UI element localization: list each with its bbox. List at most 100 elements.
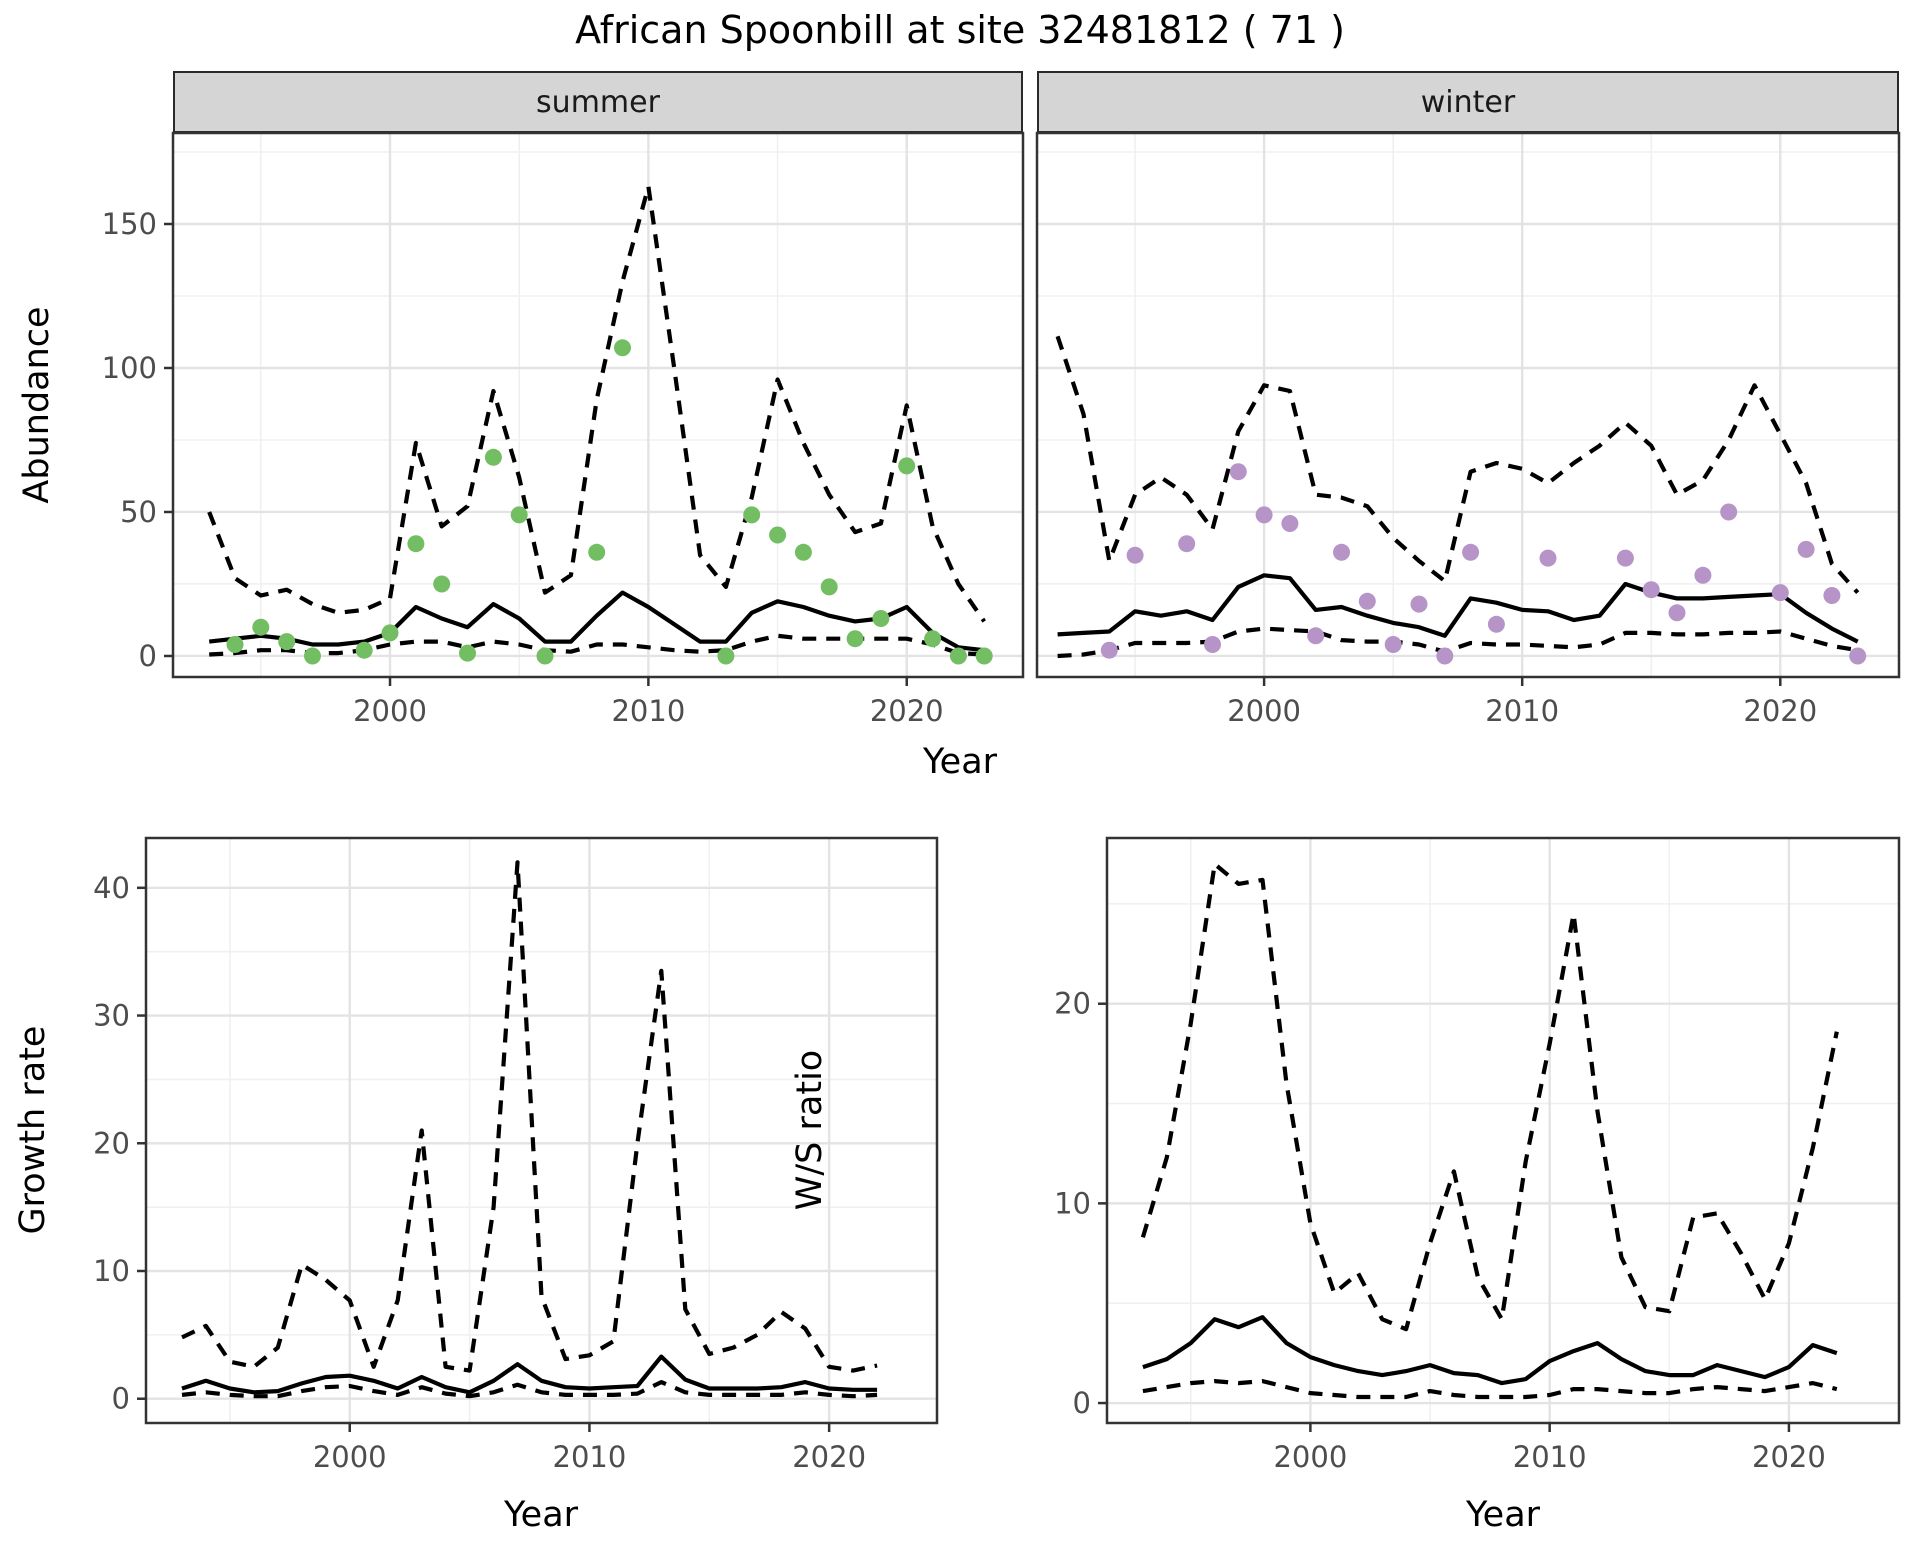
data-point bbox=[743, 506, 761, 524]
panel-border bbox=[144, 836, 939, 1425]
y-tick-label: 20 bbox=[93, 1126, 130, 1160]
panel-border bbox=[171, 131, 1025, 679]
data-point bbox=[252, 618, 270, 636]
data-point bbox=[1642, 581, 1660, 599]
y-tick-label: 10 bbox=[93, 1254, 130, 1288]
y-tick-label: 150 bbox=[102, 207, 157, 241]
x-tick-label: 2000 bbox=[1227, 694, 1301, 728]
data-point bbox=[407, 535, 425, 553]
data-point bbox=[1281, 515, 1299, 532]
y-tick-label: 20 bbox=[1054, 987, 1091, 1021]
data-point bbox=[304, 647, 321, 665]
data-point bbox=[769, 526, 787, 544]
y-tick-label: 40 bbox=[93, 871, 130, 905]
panel-abundance_summer: 2000 2010 2020 0 50 100 150 bbox=[102, 131, 1025, 728]
panel-border bbox=[1105, 836, 1901, 1425]
data-point bbox=[1849, 647, 1867, 665]
data-point bbox=[1307, 627, 1325, 645]
data-point bbox=[1797, 540, 1815, 558]
x-axis-title-top: Year bbox=[922, 742, 998, 782]
data-point bbox=[794, 543, 812, 561]
y-axis-title-ws-ratio: W/S ratio bbox=[790, 1049, 830, 1211]
data-point bbox=[433, 575, 451, 593]
facet-strip-winter: winter bbox=[1037, 71, 1899, 133]
y-tick-label: 0 bbox=[1073, 1386, 1091, 1420]
data-point bbox=[1823, 587, 1841, 604]
data-point bbox=[510, 506, 528, 524]
facet-strip-summer-label: summer bbox=[536, 84, 660, 120]
y-tick-label: 10 bbox=[1054, 1186, 1091, 1220]
x-tick-label: 2020 bbox=[1743, 694, 1817, 728]
data-point bbox=[898, 457, 916, 475]
data-point bbox=[975, 647, 993, 665]
x-axis-title-growth: Year bbox=[503, 1495, 579, 1535]
data-point bbox=[1126, 546, 1144, 564]
y-axis-title-abundance: Abundance bbox=[17, 306, 57, 504]
panel-growth: 2000 2010 2020 0 10 20 30 40 bbox=[93, 836, 939, 1474]
panel-background bbox=[146, 838, 937, 1423]
data-point bbox=[1771, 584, 1789, 602]
panel-background bbox=[173, 133, 1023, 677]
y-tick-label: 0 bbox=[139, 639, 157, 673]
data-point bbox=[459, 644, 476, 662]
facet-strip-summer: summer bbox=[173, 71, 1023, 133]
data-point bbox=[1616, 549, 1634, 567]
lower-bound-line bbox=[1057, 626, 1859, 659]
data-point bbox=[1178, 535, 1196, 553]
data-point bbox=[1539, 549, 1557, 567]
data-point bbox=[1100, 641, 1118, 659]
upper-bound-line bbox=[181, 860, 878, 1373]
y-axis-title-growth-rate: Growth rate bbox=[13, 1025, 53, 1235]
data-point bbox=[820, 578, 838, 596]
data-point bbox=[381, 624, 399, 642]
figure-title: African Spoonbill at site 32481812 ( 71 … bbox=[575, 8, 1345, 52]
data-point bbox=[1694, 566, 1712, 584]
x-tick-label: 2000 bbox=[1273, 1440, 1347, 1474]
y-tick-label: 0 bbox=[112, 1382, 130, 1416]
median-line bbox=[1142, 1315, 1838, 1386]
lower-bound-line bbox=[1142, 1378, 1838, 1400]
data-point bbox=[1436, 647, 1454, 665]
data-point bbox=[355, 641, 373, 659]
x-tick-label: 2000 bbox=[313, 1440, 387, 1474]
data-point bbox=[1204, 636, 1221, 653]
y-tick-label: 100 bbox=[102, 351, 157, 385]
upper-bound-line bbox=[207, 184, 986, 623]
x-tick-label: 2020 bbox=[792, 1440, 866, 1474]
upper-bound-line bbox=[1140, 861, 1839, 1332]
x-tick-label: 2020 bbox=[870, 694, 944, 728]
data-point bbox=[1255, 506, 1273, 524]
data-point bbox=[278, 633, 296, 651]
x-tick-label: 2010 bbox=[611, 694, 685, 728]
median-line bbox=[208, 590, 985, 653]
median-line bbox=[1057, 573, 1859, 644]
upper-bound-line bbox=[1055, 335, 1860, 595]
x-tick-label: 2020 bbox=[1752, 1440, 1826, 1474]
data-point bbox=[614, 339, 631, 357]
x-tick-label: 2010 bbox=[553, 1440, 627, 1474]
data-point bbox=[846, 630, 864, 648]
data-point bbox=[536, 647, 554, 665]
data-point bbox=[1462, 543, 1480, 561]
x-tick-label: 2010 bbox=[1485, 694, 1559, 728]
data-point bbox=[1487, 615, 1505, 633]
panel-background bbox=[1107, 838, 1899, 1423]
data-point bbox=[484, 448, 502, 466]
data-point bbox=[1333, 543, 1350, 561]
x-tick-label: 2000 bbox=[353, 694, 427, 728]
data-point bbox=[1229, 463, 1247, 481]
data-point bbox=[1410, 595, 1428, 613]
panel-abundance_winter: 2000 2010 2020 bbox=[1035, 131, 1901, 728]
data-point bbox=[717, 647, 735, 665]
data-point bbox=[1668, 604, 1686, 622]
panel-border bbox=[1035, 131, 1901, 679]
data-point bbox=[924, 630, 942, 648]
data-point bbox=[1358, 592, 1376, 610]
facet-strip-winter-label: winter bbox=[1420, 84, 1516, 120]
y-tick-label: 30 bbox=[93, 999, 130, 1033]
data-point bbox=[872, 610, 890, 627]
x-axis-title-ws: Year bbox=[1465, 1495, 1541, 1535]
x-tick-label: 2010 bbox=[1513, 1440, 1587, 1474]
